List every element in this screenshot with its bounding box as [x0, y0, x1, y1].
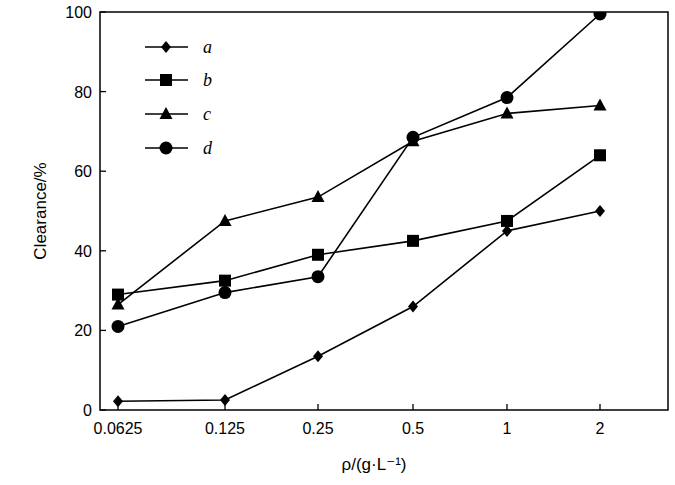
- legend-label: b: [203, 70, 212, 90]
- y-tick-label: 80: [74, 84, 92, 101]
- x-tick-label: 2: [596, 420, 605, 437]
- legend: abcd: [145, 37, 213, 158]
- y-tick: [100, 91, 106, 92]
- x-tick: [412, 404, 413, 410]
- x-tick-label: 0.5: [402, 420, 424, 437]
- x-tick: [317, 404, 318, 410]
- series-marker: [407, 131, 420, 144]
- x-tick-label: 0.0625: [94, 420, 143, 437]
- y-tick: [100, 330, 106, 331]
- chart-svg: 0 20 40 60 80 100 0.0625 0.125 0.25 0.5 1 2 ρ/(g·L⁻¹…: [0, 0, 675, 485]
- plot-area: [112, 12, 607, 407]
- legend-label: a: [203, 37, 212, 57]
- legend-marker: [161, 41, 171, 53]
- series-marker: [312, 190, 325, 202]
- x-axis-label: ρ/(g·L⁻¹): [342, 455, 407, 474]
- series-marker: [219, 286, 232, 299]
- x-tick-label: 0.125: [205, 420, 245, 437]
- series-marker: [313, 350, 323, 362]
- series-marker: [219, 214, 232, 226]
- y-tick-label: 20: [74, 322, 92, 339]
- series-marker: [113, 395, 123, 407]
- series-line: [118, 14, 600, 326]
- x-tick: [599, 404, 600, 410]
- x-tick: [506, 404, 507, 410]
- y-tick: [100, 171, 106, 172]
- chart-root: 0 20 40 60 80 100 0.0625 0.125 0.25 0.5 1 2 ρ/(g·L⁻¹…: [0, 0, 675, 485]
- y-axis-label: Clearance/%: [31, 162, 50, 259]
- x-tick-label: 0.25: [302, 420, 333, 437]
- plot-frame: [100, 12, 668, 410]
- y-tick: [100, 11, 106, 12]
- y-tick-label: 0: [83, 402, 92, 419]
- series-line: [118, 106, 600, 305]
- series-marker: [312, 249, 324, 261]
- series-marker: [219, 275, 231, 287]
- series-marker: [112, 298, 125, 310]
- series-marker: [501, 215, 513, 227]
- legend-marker: [160, 74, 172, 86]
- series-marker: [220, 394, 230, 406]
- series-marker: [594, 99, 607, 111]
- y-tick-label: 40: [74, 243, 92, 260]
- series-marker: [407, 235, 419, 247]
- x-tick-label: 1: [503, 420, 512, 437]
- y-tick-label: 60: [74, 163, 92, 180]
- y-tick: [100, 409, 106, 410]
- y-tick: [100, 250, 106, 251]
- legend-label: d: [203, 138, 213, 158]
- series-line: [118, 155, 600, 294]
- series-marker: [312, 270, 325, 283]
- series-marker: [501, 91, 514, 104]
- legend-marker: [160, 142, 173, 155]
- y-tick-label: 100: [65, 4, 92, 21]
- series-marker: [594, 149, 606, 161]
- legend-label: c: [203, 104, 211, 124]
- series-marker: [594, 12, 607, 20]
- legend-marker: [160, 107, 173, 119]
- series-marker: [408, 301, 418, 313]
- series-line: [118, 211, 600, 401]
- series-marker: [112, 320, 125, 333]
- series-marker: [501, 106, 514, 118]
- series-marker: [595, 205, 605, 217]
